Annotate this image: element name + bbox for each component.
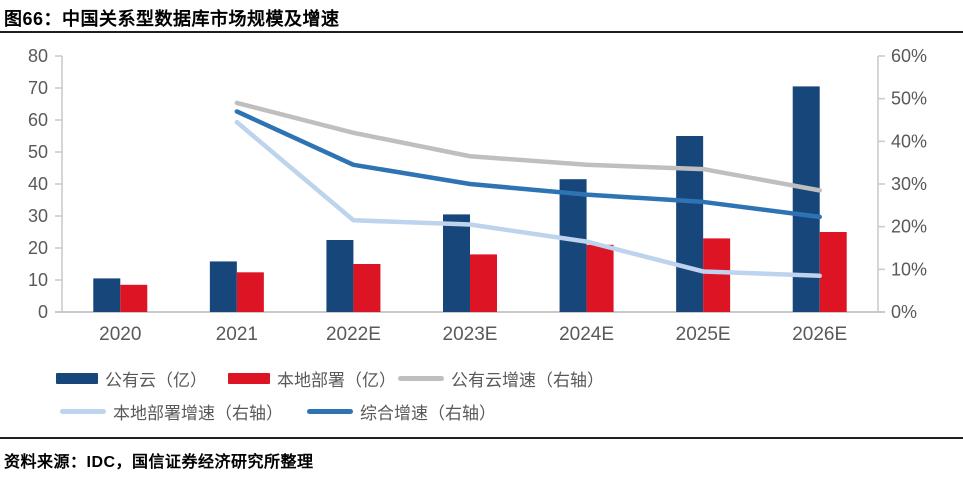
bar-on-premise-2020 <box>120 284 148 312</box>
x-axis-label-2022E: 2022E <box>326 324 381 345</box>
bar-public-cloud-2026E <box>792 86 820 313</box>
on-premise-growth-line-swatch <box>60 408 106 414</box>
right-axis-tick-label: 0% <box>891 302 917 322</box>
left-axis-tick-label: 50 <box>28 142 48 162</box>
chart-area: 0 10 20 30 40 50 60 70 80 0% 10% 20% 30% 40% 50% 60% 202… <box>0 38 963 354</box>
legend-label: 综合增速（右轴） <box>360 403 496 423</box>
left-axis-tick-label: 0 <box>38 302 48 322</box>
legend-item-overall-growth: 综合增速（右轴） <box>307 399 496 423</box>
public-cloud-growth-line <box>234 100 822 193</box>
left-axis-tick-label: 10 <box>28 270 48 290</box>
legend-item-on-premise: 本地部署（亿） <box>228 366 396 390</box>
right-axis-tick-label: 60% <box>891 46 927 66</box>
public-cloud-growth-line-swatch <box>398 375 444 381</box>
market-size-growth-chart: 0 10 20 30 40 50 60 70 80 0% 10% 20% 30% 40% 50% 60% 202… <box>28 46 927 345</box>
bar-on-premise-2026E <box>819 232 847 312</box>
bar-on-premise-2022E <box>353 264 381 312</box>
x-axis-label-2025E: 2025E <box>676 324 731 345</box>
x-axis-label-2021: 2021 <box>216 324 258 345</box>
legend-item-on-premise-growth: 本地部署增速（右轴） <box>60 399 283 423</box>
bar-public-cloud-2021 <box>209 261 237 312</box>
chart-title: 图66：中国关系型数据库市场规模及增速 <box>4 9 340 29</box>
bar-on-premise-2025E <box>703 238 731 312</box>
right-axis-tick-label: 10% <box>891 259 927 279</box>
bar-on-premise-2023E <box>470 254 497 312</box>
legend-label: 本地部署增速（右轴） <box>113 403 283 423</box>
left-axis-tick-label: 30 <box>28 206 48 226</box>
left-axis-tick-label: 80 <box>28 46 48 66</box>
bar-public-cloud-2025E <box>676 136 704 312</box>
bar-public-cloud-2023E <box>443 214 470 312</box>
x-axis-label-2024E: 2024E <box>559 324 614 345</box>
overall-growth-line-swatch <box>307 408 353 414</box>
left-axis-tick-label: 70 <box>28 78 48 98</box>
right-axis-tick-label: 40% <box>891 131 927 151</box>
bar-on-premise-2021 <box>236 272 264 312</box>
bar-public-cloud-2024E <box>559 179 587 312</box>
footer-divider <box>0 437 963 439</box>
bar-on-premise-2024E <box>586 244 614 312</box>
right-axis-tick-label: 30% <box>891 174 927 194</box>
overall-growth-line <box>234 109 822 220</box>
on-premise-bar-swatch <box>228 372 270 384</box>
x-axis-label-2023E: 2023E <box>443 324 498 345</box>
title-divider <box>0 31 963 33</box>
legend-label: 公有云（亿） <box>105 370 207 390</box>
x-axis-label-2020: 2020 <box>99 324 141 345</box>
right-axis-tick-label: 50% <box>891 89 927 109</box>
bar-public-cloud-2022E <box>326 240 354 312</box>
left-axis-tick-label: 60 <box>28 110 48 130</box>
left-axis-tick-label: 40 <box>28 174 48 194</box>
data-source: 资料来源：IDC，国信证券经济研究所整理 <box>4 454 314 471</box>
left-axis-tick-label: 20 <box>28 238 48 258</box>
x-axis-label-2026E: 2026E <box>792 324 847 345</box>
chart-legend: 公有云（亿） 本地部署（亿） 公有云增速（右轴） 本地部署增速（右轴） 综合增速… <box>0 362 963 432</box>
bar-public-cloud-2020 <box>93 278 121 312</box>
on-premise-growth-line <box>234 119 822 278</box>
legend-item-public-cloud-growth: 公有云增速（右轴） <box>398 366 604 390</box>
right-axis-tick-label: 20% <box>891 217 927 237</box>
legend-item-public-cloud: 公有云（亿） <box>56 366 207 390</box>
legend-label: 公有云增速（右轴） <box>451 370 604 390</box>
public-cloud-bar-swatch <box>56 372 98 384</box>
legend-label: 本地部署（亿） <box>277 370 396 390</box>
